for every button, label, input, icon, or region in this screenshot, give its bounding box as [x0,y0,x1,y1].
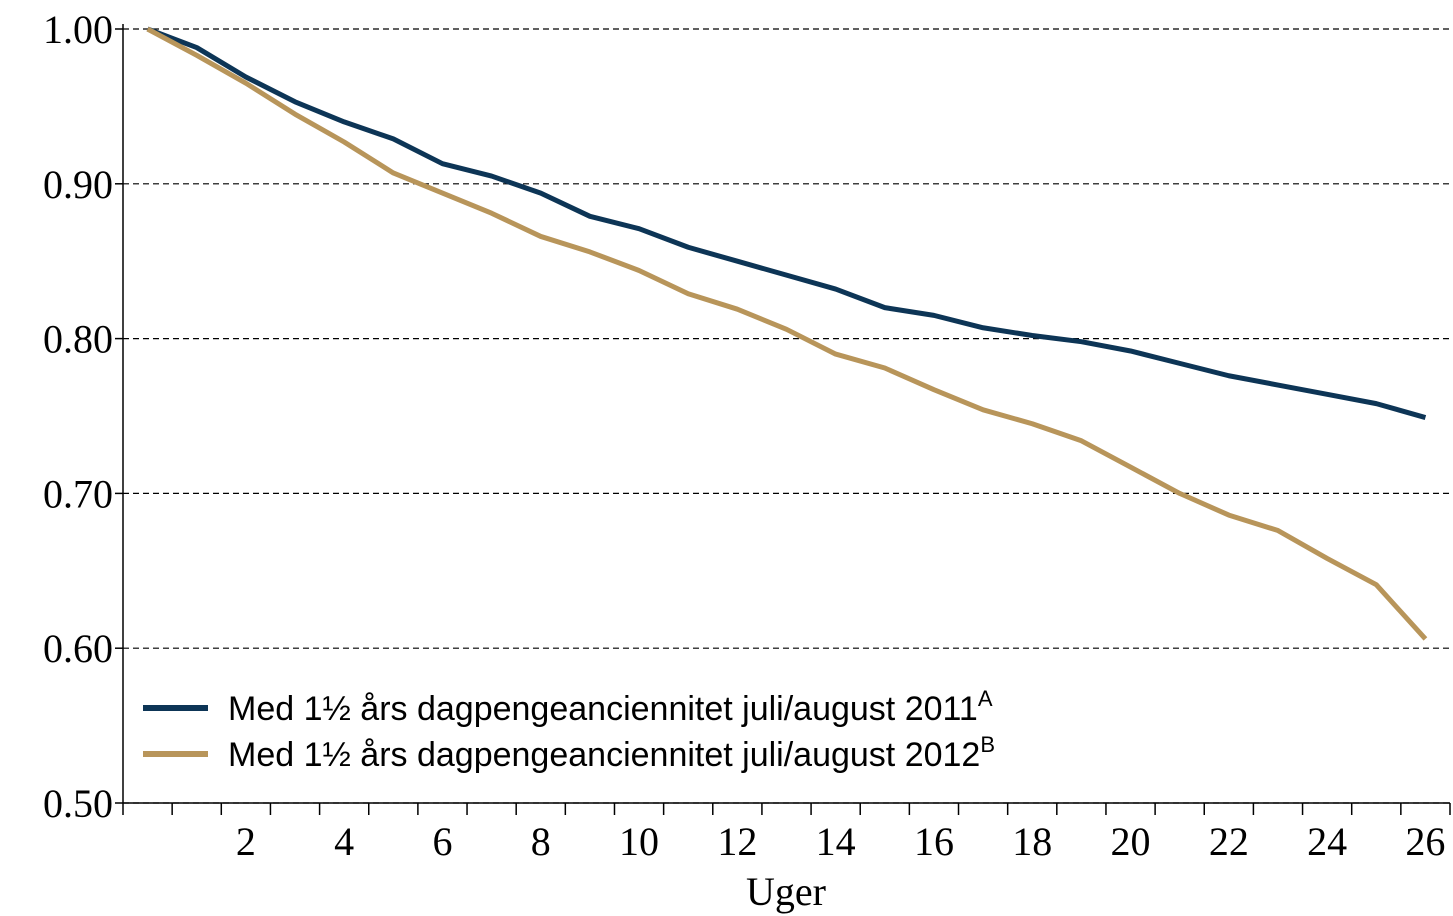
x-tick-label: 20 [1111,819,1151,864]
y-tick-label: 1.00 [43,7,113,52]
legend-label: Med 1½ års dagpengeanciennitet juli/augu… [228,686,993,728]
line [146,26,1427,420]
legend-label: Med 1½ års dagpengeanciennitet juli/augu… [228,732,995,774]
x-tick-label: 6 [432,819,452,864]
y-tick-label: 0.80 [43,317,113,362]
x-tick-label: 26 [1405,819,1445,864]
y-tick-label: 0.60 [43,626,113,671]
x-tick-label: 24 [1307,819,1347,864]
x-tick-label: 16 [914,819,954,864]
x-tick-label: 8 [531,819,551,864]
x-tick-label: 10 [619,819,659,864]
legend-note: A [978,686,993,711]
legend-name: Med 1½ års dagpengeanciennitet juli/augu… [228,736,980,774]
legend-name: Med 1½ års dagpengeanciennitet juli/augu… [228,690,978,728]
x-tick-label: 2 [236,819,256,864]
x-tick-label: 14 [816,819,856,864]
legend-note: B [980,732,995,757]
line [146,26,1428,641]
x-tick-label: 22 [1209,819,1249,864]
x-axis-label: Uger [746,869,826,914]
x-tick-label: 4 [334,819,354,864]
x-tick-label: 18 [1012,819,1052,864]
y-tick-label: 0.90 [43,162,113,207]
y-tick-label: 0.70 [43,471,113,516]
y-tick-label: 0.50 [43,781,113,826]
x-tick-label: 12 [717,819,757,864]
